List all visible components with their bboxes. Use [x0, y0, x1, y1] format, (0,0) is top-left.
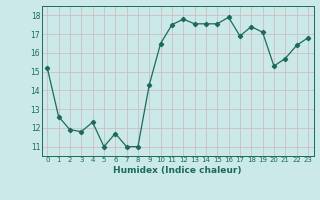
X-axis label: Humidex (Indice chaleur): Humidex (Indice chaleur) — [113, 166, 242, 175]
